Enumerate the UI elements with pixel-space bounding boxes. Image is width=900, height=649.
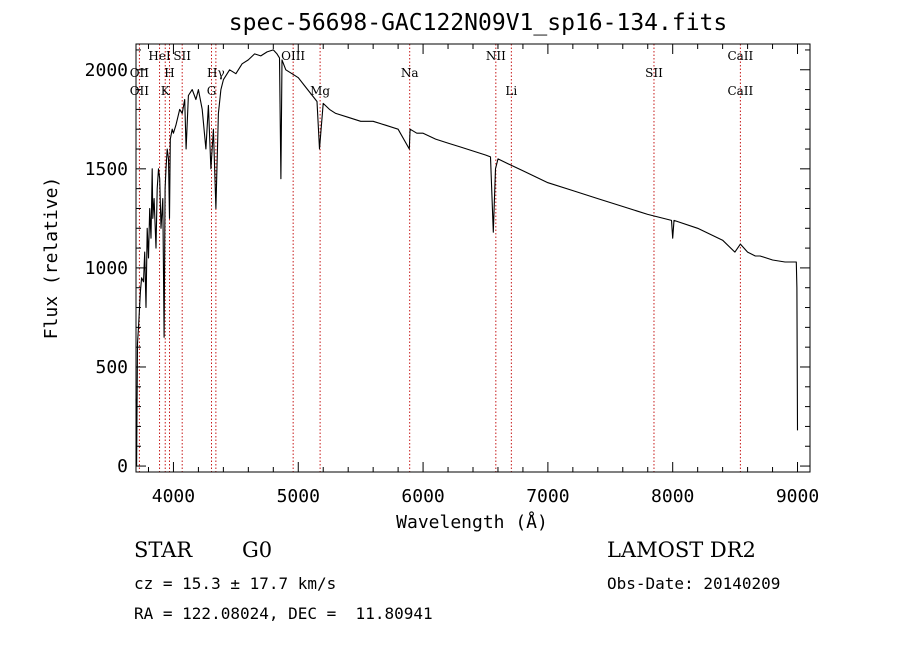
y-tick-label: 0 — [117, 456, 128, 477]
spectral-subclass: G0 — [242, 538, 273, 562]
x-tick-label: 8000 — [651, 486, 694, 507]
spectral-line-label: OII — [130, 84, 150, 98]
spectral-line-label: NII — [486, 49, 506, 63]
spectral-line-label: SII — [645, 66, 663, 80]
object-type: STAR — [134, 538, 193, 562]
plot-frame — [135, 43, 811, 473]
chart-title: spec-56698-GAC122N09V1_sp16-134.fits — [229, 10, 728, 36]
spectral-line-label: SII — [173, 49, 191, 63]
x-tick-label: 9000 — [776, 486, 819, 507]
y-tick-label: 1500 — [85, 159, 128, 180]
axes-layer: 4000 5000 6000 7000 8000 9000 0 500 1000 1500 2000 — [85, 44, 819, 507]
spectral-line-label: HeI — [148, 49, 171, 63]
spectral-line-label: Hγ — [207, 66, 225, 80]
spectral-line-label: Li — [505, 84, 517, 98]
observation-date: Obs-Date: 20140209 — [607, 574, 781, 593]
spectral-line-label: H — [164, 66, 174, 80]
x-tick-label: 5000 — [277, 486, 320, 507]
spectral-line-label: CaII — [727, 49, 753, 63]
spectral-line-label: G — [207, 84, 217, 98]
spectral-line-label: CaII — [727, 84, 753, 98]
spectral-line-label: Na — [401, 66, 419, 80]
x-tick-label: 4000 — [152, 486, 195, 507]
x-axis-label: Wavelength (Å) — [396, 511, 548, 533]
y-axis-label: Flux (relative) — [41, 177, 62, 340]
coordinates: RA = 122.08024, DEC = 11.80941 — [134, 604, 433, 623]
y-tick-label: 2000 — [85, 60, 128, 81]
spectral-line-label: OIII — [281, 49, 305, 63]
spectral-line-label: OII — [130, 66, 150, 80]
spectral-line-label: Mg — [310, 84, 330, 98]
spectrum-series-line — [135, 49, 799, 467]
x-tick-label: 7000 — [526, 486, 569, 507]
x-tick-label: 6000 — [401, 486, 444, 507]
y-tick-label: 1000 — [85, 258, 128, 279]
survey-name: LAMOST DR2 — [607, 538, 756, 562]
redshift-velocity: cz = 15.3 ± 17.7 km/s — [134, 574, 337, 593]
y-tick-label: 500 — [95, 357, 128, 378]
spectral-line-label: K — [161, 84, 171, 98]
